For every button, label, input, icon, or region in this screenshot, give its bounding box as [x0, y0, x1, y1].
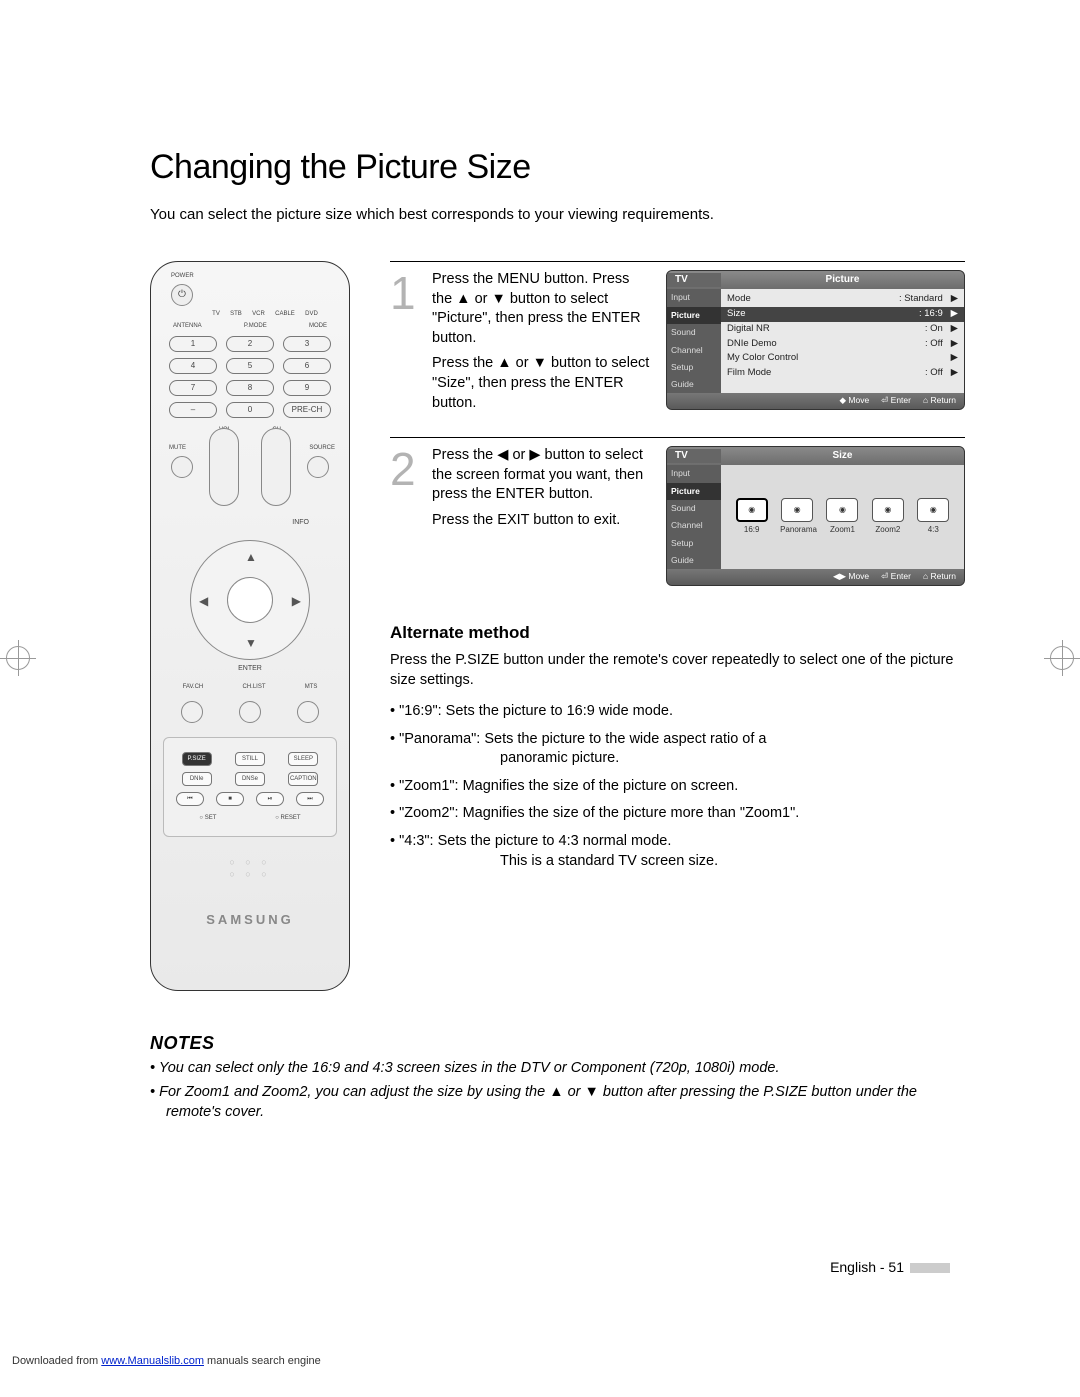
note-item: You can select only the 16:9 and 4:3 scr… [150, 1059, 965, 1079]
notes-heading: NOTES [150, 1031, 965, 1055]
source-label: SOURCE [309, 444, 335, 452]
osd-picture-menu: TVPicture InputPictureSoundChannelSetupG… [666, 270, 965, 410]
osd-size-menu: TVSize InputPictureSoundChannelSetupGuid… [666, 446, 965, 586]
remote-illustration: POWER ⏻ TVSTBVCRCABLEDVD ANTENNAP.MODEMO… [150, 261, 350, 991]
info-label: INFO [163, 518, 337, 527]
manualslib-link[interactable]: www.Manualslib.com [101, 1355, 204, 1367]
alternate-desc: Press the P.SIZE button under the remote… [390, 651, 965, 690]
step-2: 2 Press the ◀ or ▶ button to select the … [390, 437, 965, 604]
page-number: English - 51 [830, 1258, 950, 1277]
power-icon: ⏻ [171, 284, 193, 306]
source-button [307, 456, 329, 478]
favch-label: FAV.CH [183, 683, 204, 691]
mute-button [171, 456, 193, 478]
mts-label: MTS [305, 683, 318, 691]
brand-label: SAMSUNG [151, 911, 349, 929]
enter-label: ENTER [163, 664, 337, 673]
page-title: Changing the Picture Size [150, 145, 965, 191]
dpad: ▲▼ ◀▶ [190, 540, 310, 660]
intro-text: You can select the picture size which be… [150, 205, 965, 225]
note-item: For Zoom1 and Zoom2, you can adjust the … [150, 1083, 965, 1122]
size-option: "Zoom2": Magnifies the size of the pictu… [390, 804, 965, 824]
step-1: 1 Press the MENU button. Press the ▲ or … [390, 261, 965, 437]
chlist-label: CH.LIST [242, 683, 265, 691]
alternate-heading: Alternate method [390, 622, 965, 645]
mute-label: MUTE [169, 444, 186, 452]
size-option: "Zoom1": Magnifies the size of the pictu… [390, 777, 965, 797]
size-option: "4:3": Sets the picture to 4:3 normal mo… [390, 832, 965, 871]
download-footer: Downloaded from www.Manualslib.com manua… [12, 1354, 321, 1369]
size-option: "Panorama": Sets the picture to the wide… [390, 730, 965, 769]
size-option: "16:9": Sets the picture to 16:9 wide mo… [390, 702, 965, 722]
